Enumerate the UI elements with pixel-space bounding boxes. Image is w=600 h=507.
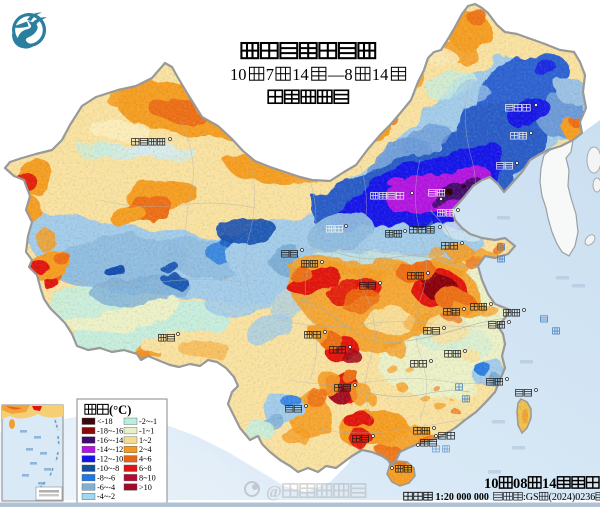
svg-text:14: 14 — [292, 65, 309, 84]
svg-text:-8~-6: -8~-6 — [97, 473, 115, 482]
svg-text:6~8: 6~8 — [139, 464, 152, 473]
svg-text:-10~-8: -10~-8 — [97, 464, 119, 473]
svg-text:10: 10 — [484, 476, 499, 492]
svg-text:<-18: <-18 — [97, 417, 113, 426]
svg-text:(2024)0236: (2024)0236 — [549, 492, 596, 503]
svg-text:-12~-10: -12~-10 — [97, 455, 123, 464]
svg-text:2~4: 2~4 — [139, 445, 152, 454]
svg-text:—8: —8 — [327, 65, 353, 84]
svg-text:-14~-12: -14~-12 — [97, 445, 123, 454]
svg-text:(°C): (°C) — [109, 403, 131, 417]
svg-text:-6~-4: -6~-4 — [97, 483, 115, 492]
svg-text:14: 14 — [542, 476, 557, 492]
svg-text:7: 7 — [266, 65, 274, 84]
svg-text:-4~-2: -4~-2 — [97, 492, 115, 501]
svg-text:-2~-1: -2~-1 — [139, 417, 157, 426]
svg-text:08: 08 — [513, 476, 528, 492]
svg-text:@: @ — [266, 482, 282, 501]
svg-text::GS: :GS — [523, 492, 539, 503]
svg-text:1:20 000 000: 1:20 000 000 — [433, 492, 489, 503]
svg-text:8~10: 8~10 — [139, 473, 156, 482]
svg-text:-18~-16: -18~-16 — [97, 426, 123, 435]
svg-text:14: 14 — [372, 65, 389, 84]
svg-text:4~6: 4~6 — [139, 455, 152, 464]
svg-text:-1~1: -1~1 — [139, 426, 154, 435]
svg-text:10: 10 — [230, 65, 247, 84]
svg-text:1~2: 1~2 — [139, 436, 152, 445]
svg-text:>10: >10 — [139, 483, 152, 492]
svg-text:-16~-14: -16~-14 — [97, 436, 123, 445]
